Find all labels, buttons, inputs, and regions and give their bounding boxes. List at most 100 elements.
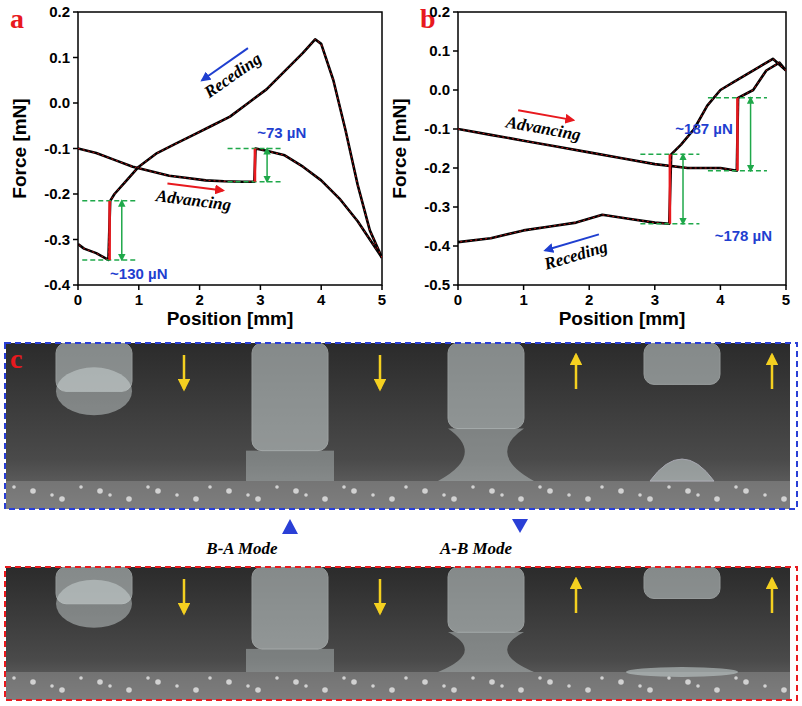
bubble — [12, 676, 16, 680]
y-tick-label: -0.5 — [424, 276, 450, 293]
photo — [594, 567, 790, 700]
force-curve-trace — [458, 59, 786, 242]
x-tick — [785, 285, 787, 290]
x-tick-label: 3 — [651, 291, 659, 308]
bubble — [371, 493, 375, 497]
bubble — [371, 684, 375, 688]
bubble — [685, 488, 691, 494]
bubble — [193, 687, 199, 693]
x-tick-label: 3 — [256, 291, 264, 308]
x-tick — [260, 285, 262, 290]
stage — [6, 672, 202, 700]
x-tick — [138, 285, 140, 290]
bubble — [126, 687, 132, 693]
bubble — [489, 488, 495, 494]
y-axis-title: Force [mN] — [389, 98, 410, 198]
y-tick-label: -0.1 — [44, 140, 70, 157]
force-curve — [78, 149, 382, 258]
droplet — [246, 649, 334, 672]
x-tick-label: 2 — [195, 291, 203, 308]
bubble — [734, 485, 738, 489]
x-tick — [381, 285, 383, 290]
mode-label: B-A Mode — [205, 539, 278, 558]
jump-segment — [669, 154, 672, 223]
bubble — [763, 684, 767, 688]
x-tick — [588, 285, 590, 290]
motion-arrow — [771, 355, 774, 389]
force-curve — [458, 59, 786, 242]
bubble — [193, 496, 199, 502]
stage — [202, 672, 398, 700]
photo-background — [594, 343, 790, 509]
panel-letter: a — [10, 3, 24, 34]
bubble — [714, 496, 720, 502]
hydrogel-cylinder — [448, 343, 524, 429]
bubble — [422, 488, 428, 494]
photo-background — [202, 343, 398, 509]
liquid-bridge — [438, 429, 534, 481]
jump-label: ~130 µN — [110, 265, 167, 282]
y-tick — [453, 167, 458, 169]
bubble — [246, 684, 250, 688]
bubble — [500, 684, 504, 688]
y-tick — [453, 206, 458, 208]
photo-background — [398, 343, 594, 509]
direction-text: Advancing — [504, 112, 583, 144]
bubble — [351, 488, 357, 494]
hydrogel-cylinder — [252, 343, 328, 451]
bubble — [781, 496, 787, 502]
y-tick — [73, 193, 78, 195]
photo — [6, 343, 202, 509]
photo-background — [6, 567, 202, 700]
bubble — [30, 488, 36, 494]
bubble — [538, 485, 542, 489]
bubble — [79, 485, 83, 489]
direction-label: Receding — [198, 45, 266, 102]
x-tick — [523, 285, 525, 290]
direction-label: Advancing — [154, 182, 233, 214]
bubble — [538, 676, 542, 680]
direction-arrow — [518, 110, 573, 120]
jump-segment — [254, 149, 257, 182]
mode-triangle — [512, 519, 528, 533]
y-tick-label: -0.4 — [44, 276, 71, 293]
x-axis-title: Position [mm] — [559, 308, 686, 329]
y-tick — [73, 11, 78, 13]
bubble — [696, 684, 700, 688]
bubble — [685, 679, 691, 685]
bubble — [451, 687, 457, 693]
bubble — [638, 684, 642, 688]
bubble — [743, 488, 749, 494]
y-tick-label: 0.1 — [429, 42, 450, 59]
force-curve — [78, 39, 382, 260]
bubble — [547, 488, 553, 494]
y-tick-label: 0.2 — [49, 3, 70, 20]
jump-arrow — [750, 98, 752, 171]
photo — [202, 567, 398, 700]
bubble — [389, 687, 395, 693]
bubble — [585, 687, 591, 693]
liquid-film — [626, 667, 738, 677]
bubble — [50, 493, 54, 497]
panel-0: a-0.4-0.3-0.2-0.10.00.10.2012345Position… — [9, 3, 386, 329]
y-tick-label: 0.1 — [49, 49, 70, 66]
motion-arrow — [575, 355, 578, 389]
jump-label: ~178 µN — [715, 227, 772, 244]
hydrogel-cylinder — [644, 343, 720, 384]
motion-arrow — [183, 579, 186, 613]
bubble — [404, 676, 408, 680]
y-tick-label: 0.0 — [429, 81, 450, 98]
bubble — [781, 687, 787, 693]
direction-arrow — [202, 48, 248, 80]
bubble — [246, 493, 250, 497]
motion-arrow — [575, 579, 578, 613]
y-tick-label: -0.2 — [44, 185, 70, 202]
plot-frame — [458, 12, 786, 285]
bubble — [471, 485, 475, 489]
row-frame — [5, 343, 797, 509]
bubble — [322, 687, 328, 693]
y-tick — [453, 128, 458, 130]
bubble — [97, 488, 103, 494]
bubble — [585, 496, 591, 502]
x-tick — [720, 285, 722, 290]
